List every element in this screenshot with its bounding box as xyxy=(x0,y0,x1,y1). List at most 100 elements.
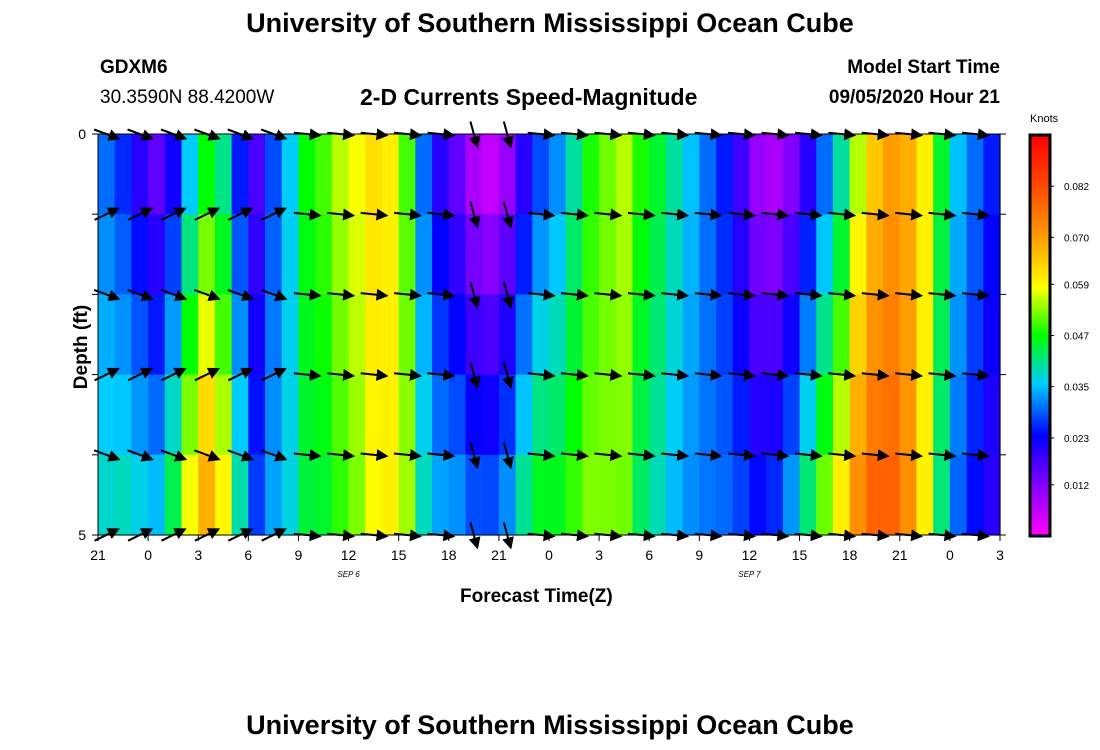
current-arrow xyxy=(394,449,422,462)
heatmap-cell xyxy=(398,294,416,376)
heatmap-cell xyxy=(799,374,817,456)
heatmap-cell xyxy=(398,214,416,295)
heatmap-cell xyxy=(582,454,600,536)
heatmap-cell xyxy=(198,374,216,456)
current-arrow xyxy=(468,201,481,229)
current-arrow xyxy=(127,367,154,382)
current-arrow xyxy=(261,367,287,382)
heatmap-cell xyxy=(465,134,483,215)
heatmap-cell xyxy=(549,214,567,295)
colorbar xyxy=(1028,133,1052,538)
heatmap-cell xyxy=(649,294,667,376)
heatmap-cell xyxy=(164,134,183,215)
heatmap-cell xyxy=(231,374,249,456)
heatmap-cell xyxy=(933,134,951,215)
heatmap-cell xyxy=(899,134,918,215)
heatmap-cell xyxy=(348,294,366,376)
model-start-label: Model Start Time xyxy=(847,57,1000,78)
heatmap-cell xyxy=(331,134,350,215)
heatmap-cell xyxy=(448,294,467,376)
heatmap-cell xyxy=(315,134,333,215)
heatmap-cell xyxy=(265,294,283,376)
heatmap-cell xyxy=(281,134,300,215)
heatmap-cell xyxy=(198,454,216,536)
heatmap-cell xyxy=(532,454,550,536)
current-arrow xyxy=(928,208,957,221)
heatmap-cell xyxy=(448,134,467,215)
heatmap-cell xyxy=(148,374,166,456)
heatmap-cell xyxy=(599,454,617,536)
heatmap-cell xyxy=(615,134,634,215)
heatmap-cell xyxy=(348,454,366,536)
heatmap-cell xyxy=(532,134,550,215)
heatmap-cell xyxy=(649,134,667,215)
heatmap-cell xyxy=(114,454,132,536)
heatmap-cell xyxy=(866,374,884,456)
heatmap-cell xyxy=(749,454,767,536)
heatmap-cell xyxy=(732,374,751,456)
heatmap-cell xyxy=(933,294,951,376)
current-arrow xyxy=(961,208,990,221)
current-arrow xyxy=(227,449,255,462)
current-arrow xyxy=(227,288,255,302)
heatmap-cell xyxy=(114,134,132,215)
heatmap-cell xyxy=(214,294,233,376)
heatmap-cell xyxy=(632,214,650,295)
current-arrow xyxy=(794,368,823,381)
heatmap-cell xyxy=(482,134,500,215)
heatmap-cell xyxy=(381,294,400,376)
current-arrow xyxy=(661,449,690,462)
heatmap-cell xyxy=(565,454,583,536)
heatmap-cell xyxy=(766,134,784,215)
heatmap-cell xyxy=(381,374,400,456)
heatmap-cell xyxy=(949,134,968,215)
heatmap-cell xyxy=(966,134,984,215)
heatmap-cell xyxy=(866,134,884,215)
x-tick-label: 6 xyxy=(645,547,653,563)
current-arrow xyxy=(468,281,481,309)
colorbar-tick-label: 0.059 xyxy=(1064,280,1089,291)
heatmap-cell xyxy=(615,374,634,456)
current-arrow xyxy=(161,207,187,221)
current-arrow xyxy=(561,208,589,221)
heatmap-cell xyxy=(398,454,416,536)
heatmap-cell xyxy=(298,214,316,295)
heatmap-cell xyxy=(482,214,500,295)
heatmap-cell xyxy=(532,214,550,295)
x-tick-label: 0 xyxy=(946,547,954,563)
x-tick-label: 12 xyxy=(341,547,357,563)
heatmap-cell xyxy=(214,374,233,456)
heatmap-cell xyxy=(749,374,767,456)
current-arrow xyxy=(961,288,990,301)
heatmap-cell xyxy=(549,374,567,456)
heatmap-cell xyxy=(98,454,116,536)
heatmap-cell xyxy=(482,294,500,376)
heatmap-cell xyxy=(365,134,383,215)
heatmap-cell xyxy=(331,454,350,536)
heatmap-cell xyxy=(599,374,617,456)
footer-title: University of Southern Mississippi Ocean… xyxy=(246,710,854,740)
heatmap-cell xyxy=(799,134,817,215)
colorbar-tick-label: 0.047 xyxy=(1064,332,1089,343)
heatmap-cell xyxy=(732,214,751,295)
heatmap-cell xyxy=(682,374,700,456)
heatmap-cell xyxy=(248,294,266,376)
heatmap-cell xyxy=(265,214,283,295)
current-arrow xyxy=(427,368,456,381)
heatmap-cell xyxy=(281,374,300,456)
heatmap-cell xyxy=(799,454,817,536)
heatmap-cell xyxy=(832,294,851,376)
heatmap-cell xyxy=(164,454,183,536)
heatmap-cell xyxy=(365,294,383,376)
current-arrow xyxy=(561,449,589,462)
heatmap-cell xyxy=(415,214,433,295)
x-tick-label: 15 xyxy=(792,547,808,563)
heatmap-cell xyxy=(148,134,166,215)
heatmap-cell xyxy=(248,374,266,456)
current-arrow xyxy=(627,368,656,381)
current-arrow xyxy=(427,288,456,301)
heatmap-cell xyxy=(983,134,1001,215)
current-arrow xyxy=(928,368,957,381)
heatmap-cell xyxy=(582,294,600,376)
